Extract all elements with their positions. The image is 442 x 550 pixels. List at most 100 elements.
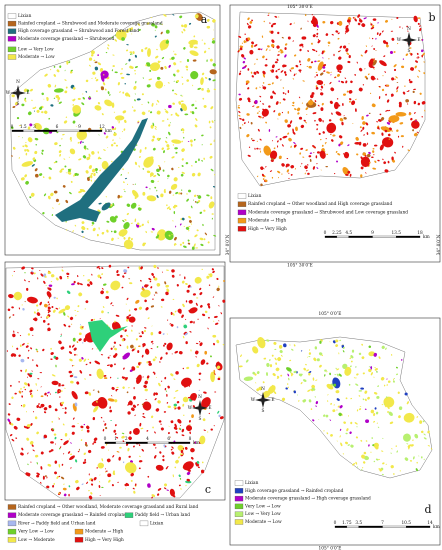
legend-label: Moderate coverage grassland → Shrubwood [18, 37, 114, 42]
scale-label: 0 [334, 521, 337, 526]
map-patch [416, 461, 418, 464]
map-patch [269, 22, 271, 24]
map-patch [316, 35, 318, 38]
map-patch [339, 45, 343, 49]
map-patch [69, 316, 74, 320]
map-patch [296, 394, 298, 396]
map-patch [204, 76, 208, 79]
map-patch [123, 222, 130, 230]
map-patch [71, 283, 75, 286]
map-patch [307, 356, 309, 358]
map-patch [262, 178, 265, 180]
map-patch [203, 105, 207, 108]
map-patch [92, 389, 95, 391]
map-patch [155, 447, 157, 449]
map-patch [164, 188, 166, 191]
map-patch [148, 277, 152, 281]
map-patch [383, 55, 386, 58]
map-patch [175, 93, 178, 96]
map-patch [261, 35, 264, 38]
map-patch [196, 464, 200, 467]
map-patch [391, 354, 393, 356]
map-patch [199, 211, 203, 214]
map-patch [260, 183, 263, 187]
map-patch [140, 266, 143, 270]
map-patch [121, 130, 123, 133]
map-patch [98, 227, 100, 230]
map-patch [341, 104, 344, 106]
map-patch [181, 24, 184, 28]
map-patch [129, 51, 133, 54]
map-patch [284, 54, 287, 58]
map-patch [133, 395, 136, 400]
map-patch [153, 277, 158, 281]
map-patch [214, 391, 217, 393]
map-patch [387, 109, 391, 112]
map-patch [58, 150, 62, 154]
map-patch [25, 152, 28, 156]
map-patch [338, 135, 343, 139]
map-patch [198, 389, 201, 391]
map-patch [186, 289, 190, 293]
map-patch [316, 151, 320, 154]
map-patch [29, 440, 34, 445]
map-patch [158, 331, 162, 335]
map-patch [390, 30, 394, 32]
map-patch [98, 134, 100, 136]
legend-swatch [234, 503, 244, 510]
map-patch [146, 430, 149, 432]
map-patch [208, 120, 211, 124]
map-patch [386, 378, 388, 380]
scale-label: 3.5 [355, 521, 362, 526]
map-patch [12, 146, 16, 150]
map-patch [63, 323, 67, 327]
map-patch [144, 348, 150, 355]
map-patch [102, 232, 105, 234]
map-patch [327, 41, 331, 45]
map-patch [121, 432, 125, 435]
map-patch [396, 129, 399, 132]
map-patch [314, 396, 316, 398]
map-patch [73, 280, 76, 284]
map-patch [395, 111, 407, 117]
map-patch [258, 110, 261, 112]
map-patch [181, 217, 185, 221]
map-patch [396, 450, 399, 453]
map-patch [157, 76, 161, 80]
map-patch [329, 100, 333, 104]
legend-label: Rainfed cropland → Other woodland, Moder… [18, 505, 199, 510]
scale-segment [346, 525, 359, 528]
map-patch [360, 166, 364, 170]
map-patch [275, 70, 278, 73]
map-patch [411, 120, 420, 129]
map-patch [355, 136, 359, 141]
map-patch [345, 29, 350, 33]
map-patch [181, 377, 192, 387]
map-patch [171, 269, 175, 273]
map-patch [371, 24, 375, 28]
map-patch [83, 423, 86, 426]
map-patch [277, 170, 281, 174]
map-patch [408, 78, 411, 82]
map-patch [24, 174, 27, 178]
map-patch [107, 398, 115, 402]
map-patch [359, 126, 362, 129]
map-patch [213, 315, 218, 318]
map-patch [310, 94, 314, 99]
map-patch [53, 190, 58, 194]
map-patch [178, 484, 181, 487]
map-patch [69, 191, 72, 195]
map-patch [163, 189, 166, 194]
map-patch [263, 357, 267, 360]
map-patch [259, 116, 262, 119]
map-patch [208, 284, 211, 286]
map-patch [318, 419, 320, 420]
map-patch [420, 430, 424, 434]
map-patch [81, 326, 84, 328]
map-patch [69, 358, 73, 362]
map-patch [77, 97, 81, 100]
map-patch [70, 467, 72, 469]
map-patch [181, 171, 185, 174]
map-patch [274, 15, 278, 18]
legend-swatch [7, 520, 17, 527]
